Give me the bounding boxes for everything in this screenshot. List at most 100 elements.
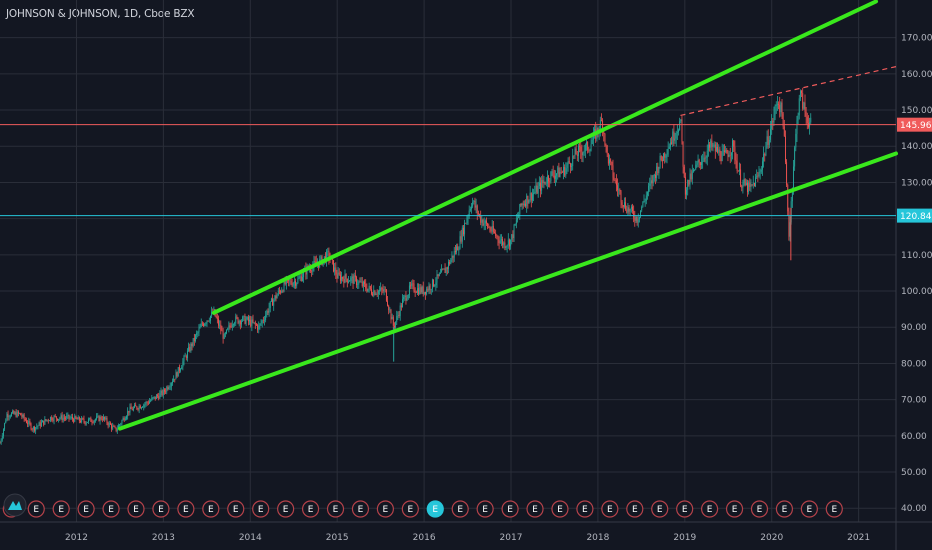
earnings-marker-circle[interactable]: [700, 500, 719, 518]
earnings-marker[interactable]: E: [227, 500, 245, 518]
candle-body: [674, 138, 676, 141]
candle-body: [50, 416, 52, 421]
earnings-marker-circle[interactable]: [576, 500, 594, 518]
earnings-marker-circle[interactable]: [476, 500, 494, 518]
earnings-marker-circle[interactable]: [252, 500, 270, 518]
earnings-marker[interactable]: E: [676, 500, 694, 518]
candle-body: [229, 325, 231, 327]
earnings-marker[interactable]: E: [326, 500, 345, 518]
earnings-marker-circle[interactable]: [451, 500, 469, 518]
candle-body: [234, 323, 236, 325]
earnings-marker[interactable]: E: [351, 500, 370, 518]
upper-channel-line[interactable]: [211, 0, 879, 315]
earnings-marker-circle[interactable]: [725, 500, 744, 518]
earnings-marker[interactable]: E: [526, 500, 544, 518]
candle-body: [545, 183, 547, 185]
earnings-marker-circle[interactable]: [601, 500, 619, 518]
earnings-marker[interactable]: E: [127, 500, 145, 518]
earnings-marker[interactable]: E: [725, 500, 744, 518]
candle-body: [530, 192, 532, 201]
earnings-marker-circle[interactable]: [102, 500, 120, 518]
earnings-marker[interactable]: E: [700, 500, 719, 518]
earnings-marker-circle[interactable]: [426, 500, 444, 518]
earnings-marker[interactable]: E: [27, 500, 45, 518]
earnings-marker-circle[interactable]: [775, 500, 794, 518]
earnings-marker-circle[interactable]: [52, 500, 70, 518]
time-axis[interactable]: 2012 2013 2014 2015 2016 2017 2018 2019 2020 2021: [65, 533, 870, 543]
earnings-marker-circle[interactable]: [202, 500, 220, 518]
earnings-marker-circle[interactable]: [227, 500, 245, 518]
candle-body: [502, 239, 503, 245]
earnings-marker[interactable]: E: [825, 500, 843, 518]
earnings-marker-circle[interactable]: [152, 500, 170, 518]
time-tick-label: 2015: [326, 533, 349, 543]
earnings-marker[interactable]: E: [626, 500, 644, 518]
candle-body: [333, 259, 334, 272]
earnings-marker[interactable]: E: [252, 500, 270, 518]
earnings-marker[interactable]: E: [277, 500, 295, 518]
candle-body: [783, 126, 785, 137]
earnings-marker-circle[interactable]: [825, 500, 843, 518]
earnings-marker[interactable]: E: [651, 500, 669, 518]
earnings-marker[interactable]: E: [501, 500, 519, 518]
earnings-marker-circle[interactable]: [326, 500, 345, 518]
earnings-marker[interactable]: E: [301, 500, 320, 518]
earnings-marker[interactable]: E: [426, 500, 444, 518]
earnings-marker-circle[interactable]: [301, 500, 320, 518]
tradingview-logo-icon[interactable]: [3, 493, 27, 517]
price-axis[interactable]: 40.00 50.00 60.00 70.00 80.00 90.00 100.00 110.…: [901, 34, 932, 515]
candle-body: [628, 207, 630, 212]
earnings-marker[interactable]: E: [750, 500, 769, 518]
earnings-marker[interactable]: E: [401, 500, 419, 518]
earnings-marker-circle[interactable]: [676, 500, 694, 518]
earnings-marker[interactable]: E: [202, 500, 220, 518]
candle-body: [684, 176, 686, 195]
earnings-marker-circle[interactable]: [27, 500, 45, 518]
earnings-marker[interactable]: E: [551, 500, 569, 518]
earnings-marker-circle[interactable]: [800, 500, 818, 518]
candle-body: [374, 290, 376, 295]
earnings-marker[interactable]: E: [476, 500, 494, 518]
candle-body: [571, 166, 572, 167]
earnings-marker[interactable]: E: [376, 500, 394, 518]
earnings-markers[interactable]: EEEEEEEEEEEEEEEEEEEEEEEEEEEEEEEEEE: [2, 500, 843, 518]
candle-body: [486, 220, 487, 224]
candle-body: [542, 180, 544, 183]
earnings-marker[interactable]: E: [601, 500, 619, 518]
candle-body: [335, 267, 337, 275]
earnings-marker[interactable]: E: [77, 500, 95, 518]
earnings-marker[interactable]: E: [177, 500, 195, 518]
resistance-dashed-line[interactable]: [680, 66, 897, 117]
candle-body: [650, 180, 652, 184]
candle-body: [66, 415, 68, 419]
candle-body: [601, 120, 602, 121]
earnings-marker-circle[interactable]: [177, 500, 195, 518]
earnings-marker[interactable]: E: [775, 500, 794, 518]
earnings-marker-circle[interactable]: [376, 500, 394, 518]
time-tick-label: 2017: [500, 533, 523, 543]
earnings-marker-circle[interactable]: [651, 500, 669, 518]
lower-channel-line[interactable]: [117, 151, 898, 431]
earnings-marker-circle[interactable]: [351, 500, 370, 518]
earnings-marker-circle[interactable]: [77, 500, 95, 518]
earnings-marker-circle[interactable]: [277, 500, 295, 518]
earnings-marker-circle[interactable]: [401, 500, 419, 518]
earnings-marker-circle[interactable]: [750, 500, 769, 518]
earnings-marker[interactable]: E: [102, 500, 120, 518]
earnings-marker-circle[interactable]: [127, 500, 145, 518]
candle-body: [644, 200, 646, 202]
candle-body: [231, 324, 233, 328]
earnings-marker[interactable]: E: [52, 500, 70, 518]
earnings-marker-circle[interactable]: [501, 500, 519, 518]
earnings-marker[interactable]: E: [152, 500, 170, 518]
earnings-marker-circle[interactable]: [526, 500, 544, 518]
candle-body: [575, 148, 577, 155]
earnings-marker-circle[interactable]: [626, 500, 644, 518]
candle-body: [806, 116, 808, 124]
candle-body: [21, 415, 23, 417]
earnings-marker[interactable]: E: [576, 500, 594, 518]
earnings-marker[interactable]: E: [451, 500, 469, 518]
earnings-marker[interactable]: E: [800, 500, 818, 518]
earnings-marker-circle[interactable]: [551, 500, 569, 518]
